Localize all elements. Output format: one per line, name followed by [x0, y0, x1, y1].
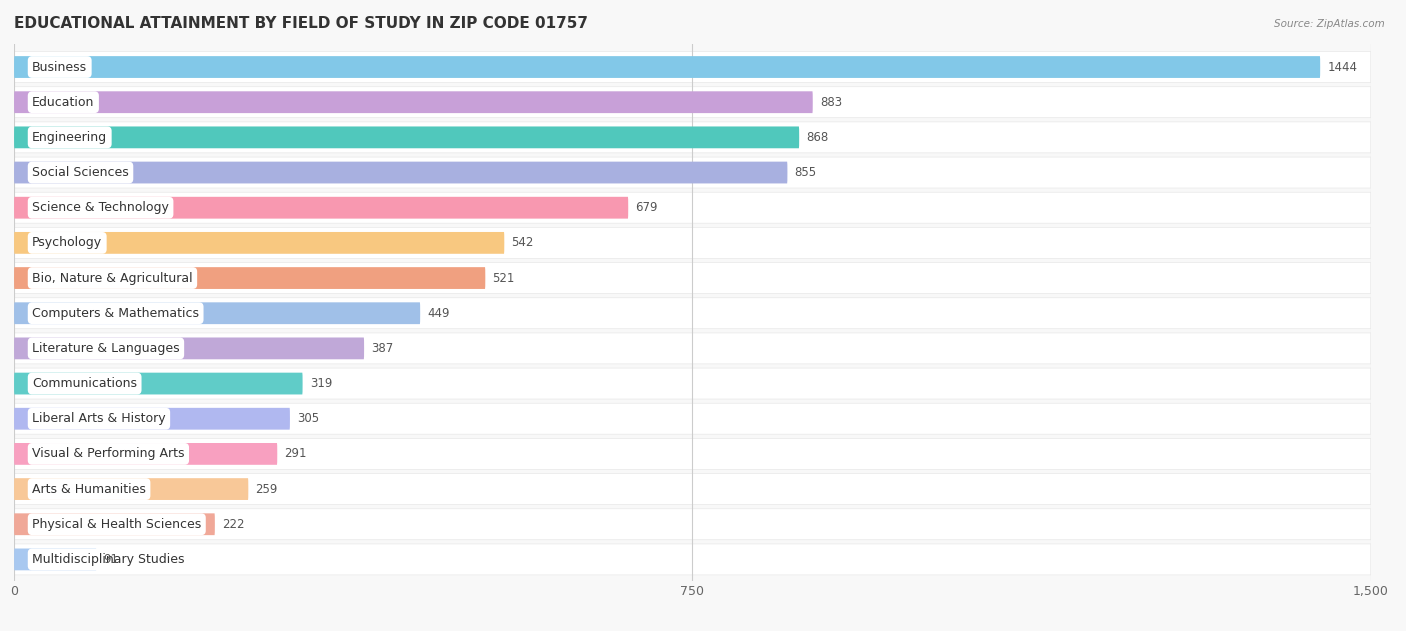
- Text: 91: 91: [104, 553, 118, 566]
- FancyBboxPatch shape: [14, 56, 1320, 78]
- FancyBboxPatch shape: [14, 267, 485, 289]
- FancyBboxPatch shape: [14, 509, 1371, 540]
- Text: Communications: Communications: [32, 377, 138, 390]
- FancyBboxPatch shape: [14, 162, 787, 184]
- FancyBboxPatch shape: [14, 227, 1371, 258]
- FancyBboxPatch shape: [14, 126, 799, 148]
- Text: Arts & Humanities: Arts & Humanities: [32, 483, 146, 495]
- Text: 1444: 1444: [1327, 61, 1357, 74]
- FancyBboxPatch shape: [14, 338, 364, 359]
- Text: Psychology: Psychology: [32, 237, 103, 249]
- FancyBboxPatch shape: [14, 514, 215, 535]
- FancyBboxPatch shape: [14, 302, 420, 324]
- FancyBboxPatch shape: [14, 408, 290, 430]
- Text: Science & Technology: Science & Technology: [32, 201, 169, 214]
- FancyBboxPatch shape: [14, 548, 97, 570]
- FancyBboxPatch shape: [14, 157, 1371, 188]
- Text: Visual & Performing Arts: Visual & Performing Arts: [32, 447, 184, 461]
- Text: Liberal Arts & History: Liberal Arts & History: [32, 412, 166, 425]
- Text: 883: 883: [820, 96, 842, 109]
- FancyBboxPatch shape: [14, 197, 628, 218]
- FancyBboxPatch shape: [14, 373, 302, 394]
- Text: 449: 449: [427, 307, 450, 320]
- FancyBboxPatch shape: [14, 333, 1371, 364]
- Text: 387: 387: [371, 342, 394, 355]
- Text: EDUCATIONAL ATTAINMENT BY FIELD OF STUDY IN ZIP CODE 01757: EDUCATIONAL ATTAINMENT BY FIELD OF STUDY…: [14, 16, 588, 30]
- FancyBboxPatch shape: [14, 544, 1371, 575]
- Text: Multidisciplinary Studies: Multidisciplinary Studies: [32, 553, 184, 566]
- FancyBboxPatch shape: [14, 443, 277, 465]
- Text: 679: 679: [636, 201, 658, 214]
- FancyBboxPatch shape: [14, 474, 1371, 505]
- Text: Social Sciences: Social Sciences: [32, 166, 129, 179]
- Text: 868: 868: [807, 131, 828, 144]
- Text: 222: 222: [222, 518, 245, 531]
- Text: 855: 855: [794, 166, 817, 179]
- Text: Education: Education: [32, 96, 94, 109]
- FancyBboxPatch shape: [14, 232, 505, 254]
- FancyBboxPatch shape: [14, 478, 249, 500]
- Text: 521: 521: [492, 271, 515, 285]
- Text: Literature & Languages: Literature & Languages: [32, 342, 180, 355]
- FancyBboxPatch shape: [14, 52, 1371, 83]
- FancyBboxPatch shape: [14, 439, 1371, 469]
- Text: 259: 259: [256, 483, 278, 495]
- Text: Source: ZipAtlas.com: Source: ZipAtlas.com: [1274, 19, 1385, 29]
- Text: Physical & Health Sciences: Physical & Health Sciences: [32, 518, 201, 531]
- FancyBboxPatch shape: [14, 86, 1371, 117]
- FancyBboxPatch shape: [14, 368, 1371, 399]
- Text: 542: 542: [512, 237, 534, 249]
- Text: 305: 305: [297, 412, 319, 425]
- FancyBboxPatch shape: [14, 122, 1371, 153]
- Text: Computers & Mathematics: Computers & Mathematics: [32, 307, 200, 320]
- Text: Bio, Nature & Agricultural: Bio, Nature & Agricultural: [32, 271, 193, 285]
- FancyBboxPatch shape: [14, 91, 813, 113]
- FancyBboxPatch shape: [14, 192, 1371, 223]
- FancyBboxPatch shape: [14, 403, 1371, 434]
- Text: Business: Business: [32, 61, 87, 74]
- FancyBboxPatch shape: [14, 298, 1371, 329]
- FancyBboxPatch shape: [14, 262, 1371, 293]
- Text: 291: 291: [284, 447, 307, 461]
- Text: Engineering: Engineering: [32, 131, 107, 144]
- Text: 319: 319: [309, 377, 332, 390]
